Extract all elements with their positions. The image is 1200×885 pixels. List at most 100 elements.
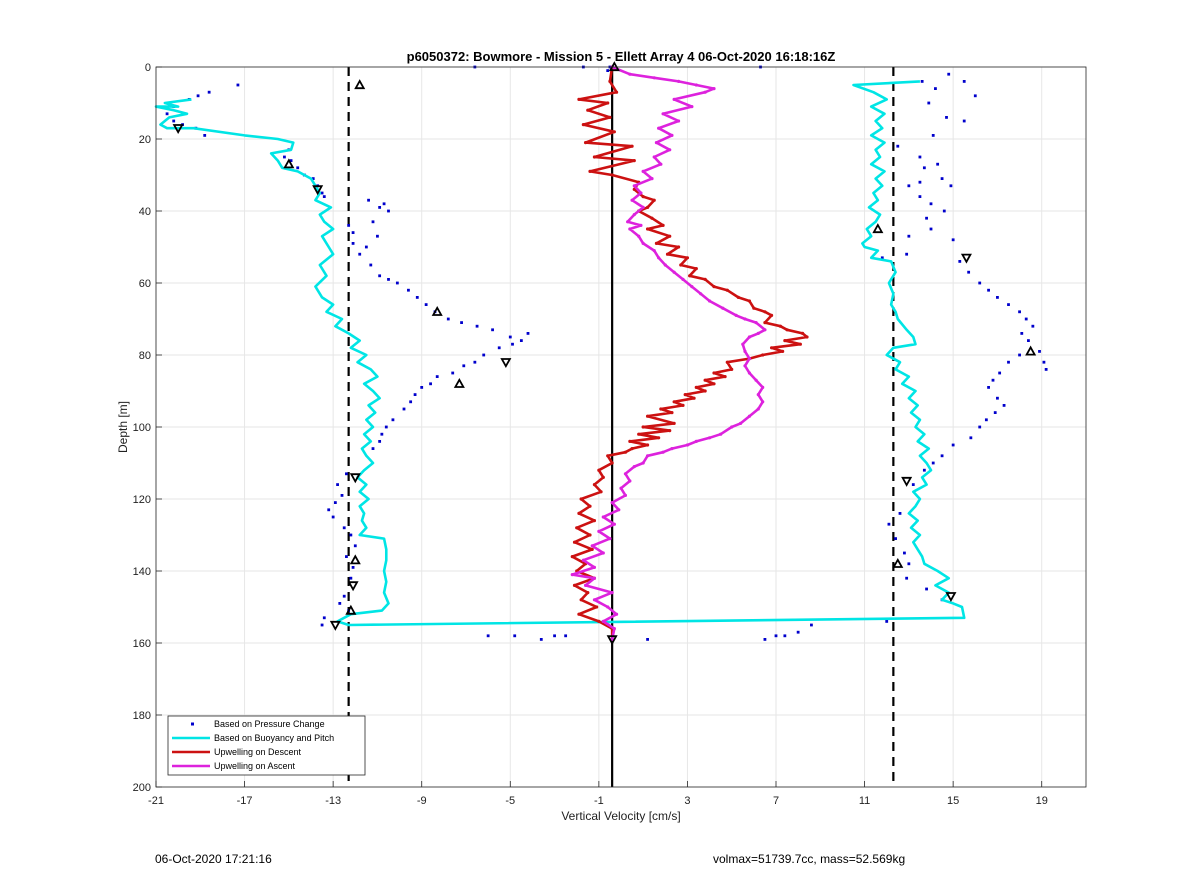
pressure-point [351,566,355,569]
series-point [672,421,676,425]
series-point [685,256,690,260]
pressure-point [165,112,169,116]
y-tick-label: 200 [133,782,151,794]
pressure-point [927,101,931,105]
series-point [778,324,783,328]
chart-title: p6050372: Bowmore - Mission 5 - Ellett A… [407,49,836,64]
pressure-point [513,634,517,638]
series-point [632,465,636,469]
pressure-point [345,555,348,558]
pressure-point [236,83,240,87]
pressure-point [967,270,971,274]
series-point [595,605,599,609]
series-point [672,97,676,101]
series-point [575,526,579,530]
pressure-point [907,184,911,188]
series-point [632,187,636,191]
pressure-point [993,411,997,414]
series-point [747,335,752,339]
series-upwelling-on-ascent [570,65,767,642]
pressure-point [349,533,353,537]
pressure-point [905,576,909,580]
x-tick-label: -17 [237,795,253,807]
x-tick-label: 3 [684,795,690,807]
x-tick-label: -9 [417,795,427,807]
series-point [612,130,616,134]
pressure-point [320,191,324,195]
pressure-point [462,364,466,368]
series-point [610,173,614,177]
pressure-point [353,544,357,548]
series-point [763,310,767,314]
pressure-point [196,94,200,98]
pressure-point [911,483,915,486]
y-tick-label: 0 [145,62,151,74]
triangle-marker [606,635,618,646]
series-point [730,367,734,371]
series-point [754,321,758,325]
legend: Based on Pressure Change Based on Buoyanc… [167,715,366,776]
legend-entry: Upwelling on Descent [172,747,302,757]
series-point [703,378,707,382]
series-point [663,263,667,267]
series-based-on-pressure-change [165,65,1048,641]
series-point [670,447,674,451]
pressure-point [945,116,948,119]
series-point [783,339,787,343]
pressure-point [367,198,370,202]
pressure-point [918,195,922,198]
series-point [652,155,656,159]
pressure-point [382,202,386,206]
series-point [601,515,605,519]
series-point [679,263,683,267]
legend-entry: Upwelling on Ascent [172,761,296,771]
series-point [763,321,767,325]
series-point [645,454,650,458]
series-point [676,79,681,83]
series-point [570,555,574,559]
pressure-point [1020,332,1024,335]
pressure-point [774,634,778,638]
pressure-point [947,72,951,76]
series-point [741,342,745,346]
series-point [577,511,581,515]
pressure-point [384,425,388,429]
series-point [626,220,630,224]
reference-lines [347,67,895,787]
pressure-point [978,425,982,429]
pressure-point [342,594,346,598]
pressure-point [207,90,211,94]
pressure-point [296,166,300,170]
series-point [645,205,650,209]
pressure-point [894,537,897,540]
series-layer [154,61,1048,646]
series-point [614,612,619,616]
pressure-point [387,278,390,281]
pressure-point [519,339,523,342]
pressure-point [351,242,355,245]
series-point [577,612,581,616]
series-point [707,436,712,440]
series-point [579,497,583,501]
series-point [592,155,597,159]
pressure-point [996,396,999,400]
series-point [785,328,789,332]
series-point [756,393,760,397]
series-point [623,472,628,476]
pressure-point [646,638,649,641]
pressure-point [973,94,977,98]
pressure-point [1031,324,1035,328]
pressure-point [925,216,928,220]
pressure-point [940,454,944,458]
series-point [652,249,656,253]
pressure-point [1044,368,1048,371]
series-point [608,79,612,83]
pressure-point [415,296,419,299]
series-point [588,533,592,537]
series-point [645,443,650,447]
series-point [725,360,729,364]
series-point [641,461,645,465]
series-point [592,598,597,602]
legend-entry: Based on Pressure Change [191,719,325,729]
series-point [628,227,632,231]
